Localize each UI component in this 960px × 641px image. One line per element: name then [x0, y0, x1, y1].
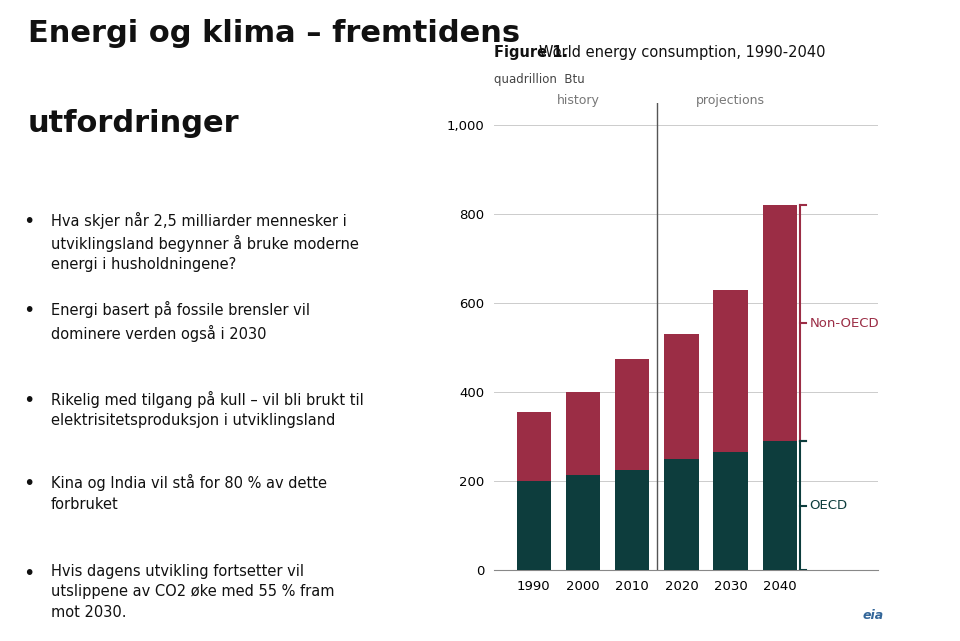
Bar [516, 481, 551, 570]
Text: history: history [557, 94, 600, 107]
Text: Hva skjer når 2,5 milliarder mennesker i
utviklingsland begynner å bruke moderne: Hva skjer når 2,5 milliarder mennesker i… [51, 212, 359, 272]
Text: Non-OECD: Non-OECD [809, 317, 879, 329]
Text: •: • [23, 212, 35, 231]
Bar [615, 470, 650, 570]
Bar [762, 441, 797, 570]
Text: projections: projections [696, 94, 765, 107]
Text: Energi basert på fossile brensler vil
dominere verden også i 2030: Energi basert på fossile brensler vil do… [51, 301, 310, 342]
Bar [713, 453, 748, 570]
Bar [713, 290, 748, 453]
Bar [615, 359, 650, 470]
Bar [516, 412, 551, 481]
Text: utfordringer: utfordringer [28, 109, 240, 138]
Bar [565, 392, 600, 475]
Text: eia: eia [863, 609, 884, 622]
Text: •: • [23, 301, 35, 320]
Text: World energy consumption, 1990-2040: World energy consumption, 1990-2040 [539, 46, 825, 60]
Text: OECD: OECD [809, 499, 848, 512]
Text: •: • [23, 391, 35, 410]
Text: Energi og klima – fremtidens: Energi og klima – fremtidens [28, 19, 520, 48]
Bar [762, 205, 797, 441]
Bar [664, 459, 699, 570]
Text: •: • [23, 474, 35, 494]
Text: quadrillion  Btu: quadrillion Btu [494, 73, 586, 86]
Bar [565, 475, 600, 570]
Text: Figure 1.: Figure 1. [494, 46, 574, 60]
Text: Hvis dagens utvikling fortsetter vil
utslippene av CO2 øke med 55 % fram
mot 203: Hvis dagens utvikling fortsetter vil uts… [51, 564, 335, 620]
Text: •: • [23, 564, 35, 583]
Bar [664, 335, 699, 459]
Text: Kina og India vil stå for 80 % av dette
forbruket: Kina og India vil stå for 80 % av dette … [51, 474, 327, 512]
Text: Rikelig med tilgang på kull – vil bli brukt til
elektrisitetsproduksjon i utvikl: Rikelig med tilgang på kull – vil bli br… [51, 391, 364, 428]
